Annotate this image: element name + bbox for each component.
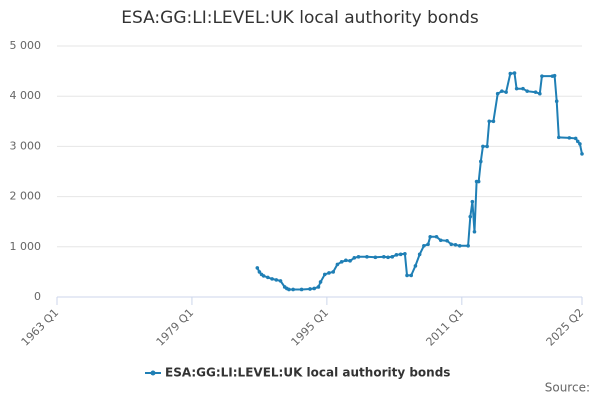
point xyxy=(468,214,473,219)
point xyxy=(466,243,470,248)
y-tick-label: 1 000 xyxy=(10,240,42,253)
point xyxy=(316,285,321,289)
point xyxy=(348,259,352,263)
point xyxy=(557,135,561,140)
point xyxy=(335,262,340,267)
point xyxy=(508,71,513,76)
point xyxy=(495,91,500,96)
line xyxy=(256,71,583,291)
point xyxy=(291,287,295,292)
point xyxy=(538,91,542,96)
point xyxy=(533,90,538,94)
point xyxy=(485,144,489,149)
legend-label: ESA:GG:LI:LEVEL:UK local authority bonds xyxy=(165,366,450,380)
point xyxy=(327,271,331,275)
point xyxy=(409,273,414,278)
point xyxy=(278,279,283,283)
y-tick-label: 0 xyxy=(34,290,41,303)
point xyxy=(274,278,279,282)
point xyxy=(426,242,430,247)
point xyxy=(287,287,291,292)
point xyxy=(344,258,348,263)
point xyxy=(434,234,439,239)
point xyxy=(352,256,357,260)
point xyxy=(413,264,418,268)
point xyxy=(428,234,432,239)
point xyxy=(390,255,395,259)
point xyxy=(470,199,475,204)
point xyxy=(504,90,508,94)
y-tick-label: 3 000 xyxy=(10,139,42,152)
point xyxy=(580,152,584,156)
point xyxy=(266,275,270,280)
point xyxy=(255,266,260,270)
point xyxy=(457,243,462,248)
point xyxy=(331,270,336,274)
point xyxy=(299,287,304,292)
x-tick-label: 1979 Q1 xyxy=(154,306,197,349)
point xyxy=(308,287,312,291)
source: Source: xyxy=(545,381,590,395)
x-tick-label: 1963 Q1 xyxy=(19,306,62,349)
x-tick-label: 2025 Q2 xyxy=(544,306,587,349)
point xyxy=(500,89,504,93)
point xyxy=(578,142,582,146)
point xyxy=(552,73,557,78)
point xyxy=(403,252,407,256)
point xyxy=(449,242,454,247)
point xyxy=(478,159,483,164)
y-tick-label: 4 000 xyxy=(10,89,42,102)
chart-title: ESA:GG:LI:LEVEL:UK local authority bonds xyxy=(121,8,479,28)
y-tick-label: 5 000 xyxy=(10,39,42,52)
point xyxy=(373,255,378,260)
x-tick-label: 2011 Q1 xyxy=(424,306,467,349)
point xyxy=(382,255,386,259)
point xyxy=(575,139,580,144)
point xyxy=(339,260,344,264)
point xyxy=(417,252,422,257)
point xyxy=(261,274,266,278)
y-tick-label: 2 000 xyxy=(10,190,42,203)
point xyxy=(512,71,517,75)
point xyxy=(540,74,544,78)
point xyxy=(422,243,426,248)
point xyxy=(257,270,262,274)
point xyxy=(365,255,369,259)
point xyxy=(453,242,458,247)
point xyxy=(322,272,327,277)
point xyxy=(487,119,492,124)
point xyxy=(270,277,274,281)
point xyxy=(318,280,323,284)
point xyxy=(514,86,519,91)
point xyxy=(521,86,525,91)
point xyxy=(476,179,481,184)
point xyxy=(525,89,529,93)
point xyxy=(394,253,399,257)
point xyxy=(491,119,496,124)
point xyxy=(472,229,477,234)
point xyxy=(356,255,361,259)
point xyxy=(554,99,559,104)
point xyxy=(386,255,390,260)
legend-marker xyxy=(150,370,156,376)
point xyxy=(405,273,409,278)
point xyxy=(573,136,578,141)
point xyxy=(481,144,485,149)
point xyxy=(438,238,443,243)
point xyxy=(567,136,572,140)
point xyxy=(398,252,403,257)
point xyxy=(312,286,317,291)
x-tick-label: 1995 Q1 xyxy=(289,306,332,349)
point xyxy=(445,238,449,243)
